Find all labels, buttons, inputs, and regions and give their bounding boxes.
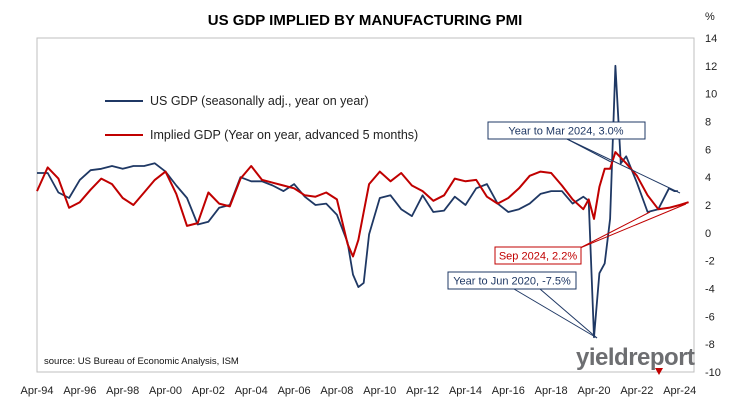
annotation-mar2024-leader-inner (566, 138, 612, 163)
x-tick-label: Apr-08 (320, 385, 353, 397)
brand-wordmark: yieldreport (576, 344, 695, 371)
x-tick-label: Apr-12 (406, 385, 439, 397)
series-line-implied (36, 151, 689, 258)
y-tick-label: -8 (705, 339, 715, 351)
y-tick-label: -6 (705, 311, 715, 323)
y-tick-label: 12 (705, 61, 717, 73)
annotation-jun2020: Year to Jun 2020, -7.5% (447, 271, 598, 339)
x-tick-label: Apr-16 (492, 385, 525, 397)
x-tick-label: Apr-24 (663, 385, 696, 397)
annotation-mar2024-box (487, 121, 646, 140)
x-tick-label: Apr-04 (235, 385, 268, 397)
x-axis: Apr-94 Apr-96 Apr-98 Apr-00 Apr-02 Apr-04 Apr-… (20, 385, 696, 397)
annotation-mar2024-leader (566, 138, 681, 194)
y-tick-label: -4 (705, 284, 715, 296)
annotation-sep2024-leader (579, 203, 687, 249)
y-tick-label: 0 (705, 228, 711, 240)
y-unit-label: % (705, 11, 715, 23)
annotation-sep2024-text: Sep 2024, 2.2% (499, 251, 578, 263)
y-tick-label: 14 (705, 33, 717, 45)
y-tick-label: -10 (705, 367, 721, 379)
annotation-sep2024-box (494, 246, 582, 265)
x-tick-label: Apr-02 (192, 385, 225, 397)
x-tick-label: Apr-20 (578, 385, 611, 397)
brand-logo: yieldreport (576, 344, 696, 375)
y-tick-label: 4 (705, 172, 711, 184)
y-tick-label: 8 (705, 117, 711, 129)
legend: US GDP (seasonally adj., year on year) I… (105, 94, 418, 142)
annotation-jun2020-text: Year to Jun 2020, -7.5% (453, 276, 571, 288)
brand-accent-icon (655, 368, 663, 375)
legend-label-implied: Implied GDP (Year on year, advanced 5 mo… (150, 128, 418, 142)
source-note: source: US Bureau of Economic Analysis, … (44, 356, 239, 367)
plot-frame (36, 37, 695, 373)
y-tick-label: 6 (705, 144, 711, 156)
annotation-mar2024-text: Year to Mar 2024, 3.0% (508, 126, 623, 138)
annotation-jun2020-leader (513, 288, 598, 339)
x-tick-label: Apr-98 (106, 385, 139, 397)
x-tick-label: Apr-14 (449, 385, 482, 397)
annotation-jun2020-leader-inner (539, 288, 598, 339)
x-tick-label: Apr-06 (278, 385, 311, 397)
x-tick-label: Apr-94 (20, 385, 53, 397)
annotation-jun2020-box (447, 271, 577, 290)
y-axis: 14 12 10 8 6 4 2 0 -2 -4 -6 -8 -10 (705, 33, 721, 379)
x-tick-label: Apr-10 (363, 385, 396, 397)
y-tick-label: 10 (705, 89, 717, 101)
legend-label-gdp: US GDP (seasonally adj., year on year) (150, 94, 369, 108)
x-tick-label: Apr-00 (149, 385, 182, 397)
y-tick-label: -2 (705, 256, 715, 268)
x-tick-label: Apr-22 (620, 385, 653, 397)
chart-title: US GDP IMPLIED BY MANUFACTURING PMI (208, 12, 522, 29)
x-tick-label: Apr-18 (535, 385, 568, 397)
annotation-mar2024: Year to Mar 2024, 3.0% (487, 121, 681, 194)
annotation-sep2024-leader-inner (579, 211, 651, 249)
x-tick-label: Apr-96 (63, 385, 96, 397)
series-group (36, 64, 689, 339)
y-tick-label: 2 (705, 200, 711, 212)
series-line-gdp (37, 64, 678, 339)
annotation-sep2024: Sep 2024, 2.2% (494, 203, 687, 265)
